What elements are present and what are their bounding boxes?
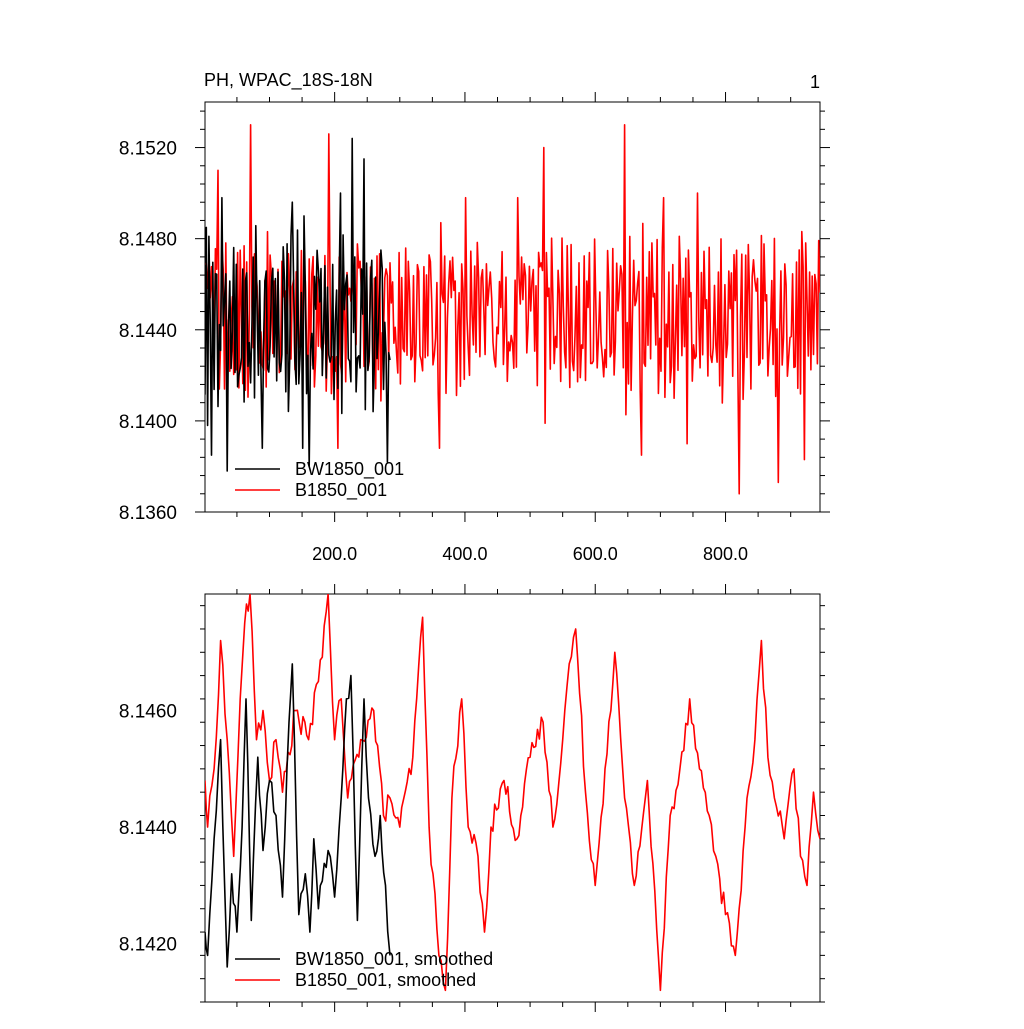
y-tick-label: 8.1360 (119, 503, 177, 524)
series-line (205, 594, 820, 992)
plot-area (205, 594, 820, 992)
bottom-panel: 8.1420 8.1440 8.1460 BW1850_001, smoothedB1… (119, 584, 825, 1012)
y-tick-label: 8.1460 (119, 702, 177, 723)
legend-label: B1850_001 (295, 480, 387, 501)
x-tick-label: 200.0 (312, 544, 357, 564)
plot-frame (204, 593, 821, 1003)
series-line (205, 663, 391, 968)
legend-label: B1850_001, smoothed (295, 970, 476, 991)
plot-area (205, 124, 820, 495)
top-panel: 200.0 400.0 600.0 800.0 8.1360 8.1400 8.1440 8.… (119, 92, 830, 564)
panel-number-label: 1 (810, 72, 820, 92)
legend-label: BW1850_001, smoothed (295, 949, 493, 970)
y-tick-label: 8.1440 (119, 818, 177, 839)
y-tick-label: 8.1480 (119, 230, 177, 251)
y-tick-label: 8.1440 (119, 321, 177, 342)
series-line (205, 137, 391, 472)
figure-title: PH, WPAC_18S-18N (204, 70, 373, 91)
y-tick-label: 8.1520 (119, 139, 177, 160)
legend-label: BW1850_001 (295, 459, 404, 480)
y-tick-label: 8.1400 (119, 412, 177, 433)
x-tick-label: 600.0 (573, 544, 618, 564)
y-tick-label: 8.1420 (119, 935, 177, 956)
x-tick-label: 400.0 (442, 544, 487, 564)
x-tick-label: 800.0 (703, 544, 748, 564)
